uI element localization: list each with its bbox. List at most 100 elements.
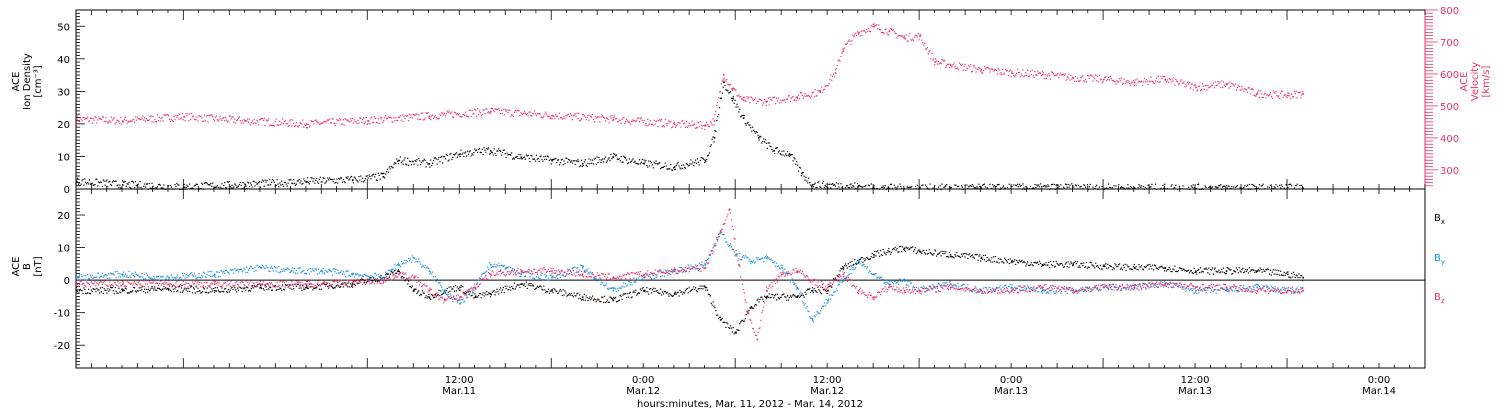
data-point <box>491 151 493 154</box>
data-point <box>732 326 734 329</box>
data-point <box>511 114 513 116</box>
data-point <box>742 99 745 102</box>
data-point <box>1111 79 1113 82</box>
data-point <box>704 262 706 265</box>
data-point <box>832 184 835 186</box>
data-point <box>585 164 587 166</box>
data-point <box>1019 76 1021 78</box>
data-point <box>199 276 201 278</box>
data-point <box>1215 186 1217 188</box>
data-point <box>848 187 850 189</box>
data-point <box>635 162 637 164</box>
data-point <box>293 125 296 127</box>
data-point <box>1107 263 1109 265</box>
data-point <box>215 290 218 292</box>
data-point <box>883 251 885 253</box>
data-point <box>873 187 875 189</box>
data-point <box>648 160 650 162</box>
data-point <box>256 265 258 267</box>
data-point <box>819 90 821 92</box>
data-point <box>896 248 898 250</box>
data-point <box>529 276 531 278</box>
data-point <box>518 110 520 112</box>
data-point <box>964 256 966 258</box>
data-point <box>1063 74 1066 76</box>
data-point <box>358 282 360 284</box>
data-point <box>1145 78 1147 81</box>
data-point <box>1133 81 1136 84</box>
data-point <box>1063 187 1066 189</box>
data-point <box>455 290 458 292</box>
data-point <box>517 284 519 286</box>
data-point <box>1075 263 1077 265</box>
data-point <box>661 125 664 128</box>
data-point <box>243 267 245 269</box>
data-point <box>354 284 356 286</box>
data-point <box>511 114 514 116</box>
data-point <box>414 261 416 263</box>
data-point <box>1076 77 1078 79</box>
data-point <box>153 275 155 277</box>
data-point <box>961 63 963 65</box>
data-point <box>350 176 352 178</box>
data-point <box>362 275 365 277</box>
data-point <box>631 296 633 298</box>
data-point <box>610 117 612 119</box>
data-point <box>992 68 994 70</box>
data-point <box>359 274 361 276</box>
data-point <box>984 186 986 188</box>
data-point <box>473 289 475 291</box>
data-point <box>263 289 265 291</box>
data-point <box>620 295 622 297</box>
data-point <box>458 299 460 301</box>
data-point <box>137 118 139 120</box>
data-point <box>344 182 346 184</box>
data-point <box>718 236 720 238</box>
data-point <box>668 120 670 122</box>
data-point <box>555 290 557 292</box>
data-point <box>501 289 504 291</box>
data-point <box>365 116 367 119</box>
data-point <box>169 120 172 122</box>
data-point <box>302 270 304 272</box>
data-point <box>98 118 101 120</box>
data-point <box>173 291 175 293</box>
data-point <box>724 84 726 87</box>
data-point <box>105 117 107 119</box>
density-axis-label: ACE <box>11 72 22 92</box>
data-point <box>995 261 997 263</box>
data-point <box>798 166 801 168</box>
data-point <box>279 272 281 274</box>
data-point <box>597 162 599 164</box>
data-point <box>941 59 943 61</box>
data-point <box>581 114 584 116</box>
data-point <box>454 153 457 155</box>
data-point <box>1214 186 1216 188</box>
data-point <box>259 118 262 120</box>
data-point <box>1116 80 1118 82</box>
data-point <box>486 270 488 272</box>
data-point <box>1084 266 1086 269</box>
data-point <box>771 293 773 296</box>
data-point <box>1122 264 1124 266</box>
data-point <box>1225 185 1227 187</box>
data-point <box>431 115 433 117</box>
data-point <box>706 289 709 291</box>
data-point <box>807 95 809 97</box>
data-point <box>534 288 536 291</box>
data-point <box>577 292 579 294</box>
data-point <box>996 261 998 263</box>
data-point <box>1169 78 1171 81</box>
data-point <box>510 266 512 269</box>
data-point <box>1015 184 1017 186</box>
data-point <box>88 179 91 181</box>
data-point <box>698 164 700 166</box>
data-point <box>310 177 312 179</box>
data-point <box>1284 93 1286 96</box>
data-point <box>889 27 892 30</box>
data-point <box>908 187 910 189</box>
data-point <box>1106 267 1108 269</box>
data-point <box>1064 73 1066 75</box>
data-point <box>1005 260 1008 262</box>
data-point <box>134 290 137 292</box>
